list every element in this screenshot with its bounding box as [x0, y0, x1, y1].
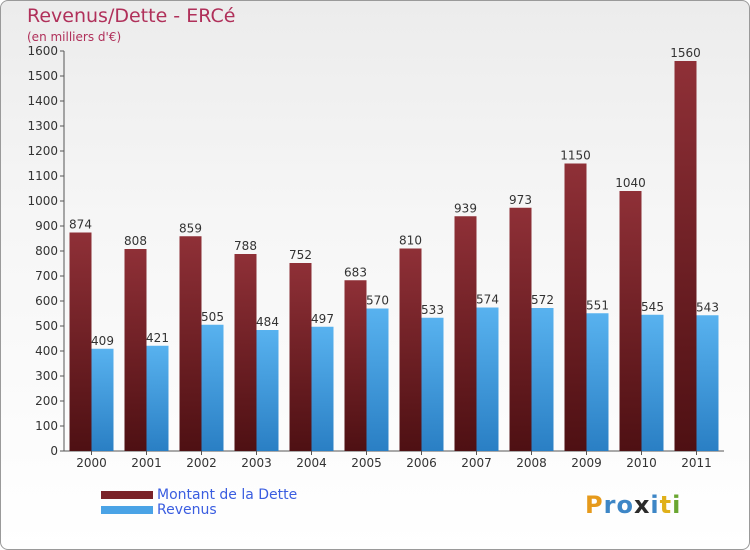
y-tick-label: 1300 [27, 119, 58, 133]
y-tick-label: 300 [35, 369, 58, 383]
bar-dette [344, 280, 367, 451]
bar-revenus [256, 330, 279, 451]
chart-subtitle: (en milliers d'€) [27, 30, 122, 44]
x-tick-label: 2002 [186, 456, 217, 470]
x-tick-label: 2008 [516, 456, 547, 470]
bar-dette [564, 163, 587, 451]
bar-revenus [366, 308, 389, 451]
y-tick-label: 1200 [27, 144, 58, 158]
y-tick-label: 100 [35, 419, 58, 433]
legend: Montant de la Dette Revenus [101, 486, 298, 518]
value-label-dette: 683 [344, 265, 367, 279]
y-tick-label: 1500 [27, 69, 58, 83]
bar-dette [179, 236, 202, 451]
value-label-revenus: 545 [641, 300, 664, 314]
value-label-revenus: 572 [531, 293, 554, 307]
x-tick-label: 2005 [351, 456, 382, 470]
bar-dette [619, 191, 642, 451]
x-tick-label: 2001 [131, 456, 162, 470]
bar-dette [289, 263, 312, 451]
bar-revenus [91, 348, 114, 451]
chart-title: Revenus/Dette - ERCé [27, 5, 236, 27]
y-tick-label: 1400 [27, 94, 58, 108]
value-label-dette: 874 [69, 218, 92, 232]
legend-label-revenus: Revenus [157, 501, 217, 518]
value-label-dette: 939 [454, 201, 477, 215]
bar-revenus [641, 314, 664, 451]
value-label-revenus: 421 [146, 331, 169, 345]
y-tick-label: 200 [35, 394, 58, 408]
y-tick-label: 900 [35, 219, 58, 233]
bar-dette [674, 61, 697, 451]
bar-revenus [586, 313, 609, 451]
x-tick-label: 2000 [76, 456, 107, 470]
bar-revenus [696, 315, 719, 451]
value-label-revenus: 484 [256, 315, 279, 329]
legend-swatch-revenus [101, 505, 153, 514]
value-label-dette: 810 [399, 234, 422, 248]
y-tick-label: 700 [35, 269, 58, 283]
value-label-dette: 973 [509, 193, 532, 207]
bar-dette [454, 216, 477, 451]
value-label-dette: 752 [289, 248, 312, 262]
y-tick-label: 1000 [27, 194, 58, 208]
proxiti-logo: Proxiti [585, 491, 682, 519]
x-tick-label: 2006 [406, 456, 437, 470]
y-tick-label: 600 [35, 294, 58, 308]
x-tick-label: 2004 [296, 456, 327, 470]
y-tick-label: 0 [50, 444, 58, 458]
value-label-revenus: 497 [311, 312, 334, 326]
value-label-dette: 808 [124, 234, 147, 248]
value-label-revenus: 409 [91, 334, 114, 348]
bar-dette [69, 232, 92, 451]
bar-dette [509, 207, 532, 451]
value-label-dette: 859 [179, 221, 202, 235]
y-tick-label: 500 [35, 319, 58, 333]
value-label-revenus: 543 [696, 300, 719, 314]
bar-revenus [531, 308, 554, 451]
legend-swatch-dette [101, 490, 153, 499]
x-tick-label: 2003 [241, 456, 272, 470]
value-label-revenus: 574 [476, 293, 499, 307]
y-tick-label: 400 [35, 344, 58, 358]
y-tick-label: 800 [35, 244, 58, 258]
y-tick-label: 1100 [27, 169, 58, 183]
legend-item-revenus: Revenus [101, 501, 297, 518]
value-label-dette: 1560 [670, 46, 701, 60]
value-label-revenus: 533 [421, 303, 444, 317]
value-label-revenus: 570 [366, 294, 389, 308]
bar-dette [234, 254, 257, 451]
bar-revenus [311, 326, 334, 451]
legend-label-dette: Montant de la Dette [157, 486, 298, 503]
value-label-revenus: 551 [586, 298, 609, 312]
x-tick-label: 2010 [626, 456, 657, 470]
bar-revenus [421, 317, 444, 451]
value-label-dette: 1150 [560, 149, 591, 163]
bar-revenus [146, 345, 169, 451]
bar-dette [399, 248, 422, 451]
x-tick-label: 2009 [571, 456, 602, 470]
value-label-revenus: 505 [201, 310, 224, 324]
x-tick-label: 2011 [681, 456, 712, 470]
value-label-dette: 1040 [615, 176, 646, 190]
bar-dette [124, 249, 147, 451]
bar-revenus [201, 324, 224, 451]
value-label-dette: 788 [234, 239, 257, 253]
legend-item-dette: Montant de la Dette [101, 486, 298, 503]
x-tick-label: 2007 [461, 456, 492, 470]
bar-revenus [476, 307, 499, 451]
y-tick-label: 1600 [27, 44, 58, 58]
